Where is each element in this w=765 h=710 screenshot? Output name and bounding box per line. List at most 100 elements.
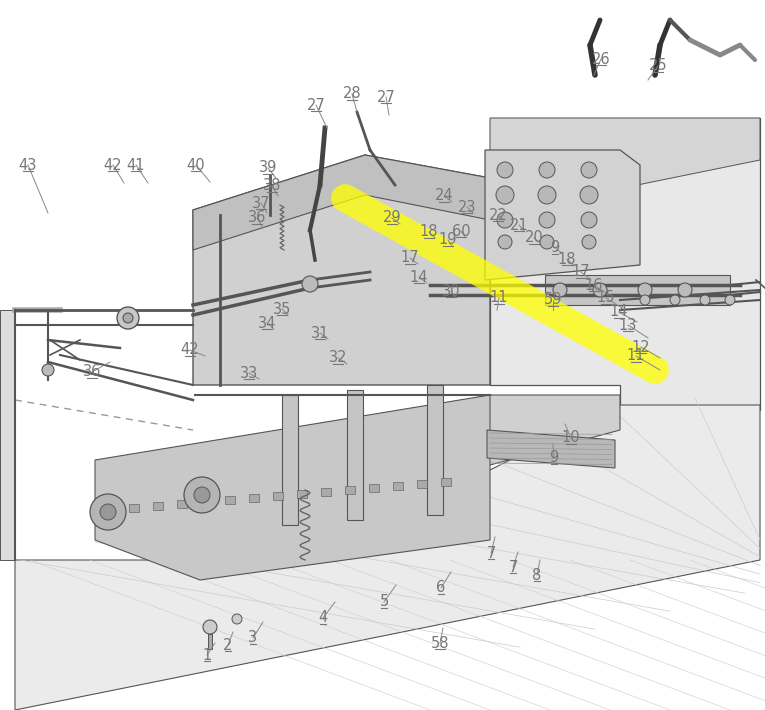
Text: 59: 59 — [544, 293, 562, 307]
Text: 19: 19 — [439, 232, 457, 248]
Bar — [273, 492, 283, 500]
Bar — [225, 496, 235, 504]
Text: 31: 31 — [311, 325, 329, 341]
Polygon shape — [485, 150, 640, 280]
Polygon shape — [427, 385, 443, 515]
Bar — [105, 506, 115, 514]
Text: 17: 17 — [571, 265, 591, 280]
Text: 33: 33 — [240, 366, 258, 381]
Text: 15: 15 — [597, 290, 615, 305]
Polygon shape — [487, 430, 615, 468]
Text: 26: 26 — [591, 52, 610, 67]
Text: 8: 8 — [532, 567, 542, 582]
Bar — [297, 490, 307, 498]
Text: 5: 5 — [379, 594, 389, 609]
Text: 27: 27 — [376, 89, 396, 104]
Circle shape — [90, 494, 126, 530]
Circle shape — [725, 295, 735, 305]
Bar — [249, 494, 259, 502]
Circle shape — [678, 283, 692, 297]
Text: 7: 7 — [508, 559, 518, 574]
Text: 11: 11 — [490, 290, 508, 305]
Text: 18: 18 — [420, 224, 438, 239]
Text: 41: 41 — [127, 158, 145, 173]
Text: 43: 43 — [19, 158, 37, 173]
Text: 4: 4 — [318, 611, 327, 626]
Circle shape — [700, 295, 710, 305]
Circle shape — [539, 212, 555, 228]
Polygon shape — [195, 395, 620, 530]
Bar — [441, 478, 451, 486]
Text: 42: 42 — [104, 158, 122, 173]
Polygon shape — [0, 310, 15, 560]
Circle shape — [539, 162, 555, 178]
Circle shape — [184, 477, 220, 513]
Text: 32: 32 — [329, 351, 347, 366]
Circle shape — [496, 186, 514, 204]
Polygon shape — [490, 118, 760, 215]
Circle shape — [580, 186, 598, 204]
Polygon shape — [193, 155, 490, 250]
Text: 22: 22 — [489, 207, 507, 222]
Text: 27: 27 — [307, 97, 325, 112]
Circle shape — [497, 162, 513, 178]
Text: 34: 34 — [258, 315, 276, 330]
Circle shape — [42, 364, 54, 376]
Text: 13: 13 — [619, 317, 637, 332]
Circle shape — [638, 283, 652, 297]
Circle shape — [123, 313, 133, 323]
Circle shape — [581, 212, 597, 228]
Text: 6: 6 — [436, 581, 446, 596]
Text: 25: 25 — [649, 58, 667, 74]
Text: 35: 35 — [273, 302, 291, 317]
Text: 42: 42 — [181, 342, 200, 358]
Text: 7: 7 — [487, 545, 496, 560]
Text: 58: 58 — [431, 635, 449, 650]
Circle shape — [100, 504, 116, 520]
Text: 16: 16 — [584, 278, 604, 293]
Text: 28: 28 — [343, 87, 361, 102]
Text: 1: 1 — [203, 648, 212, 662]
Circle shape — [553, 283, 567, 297]
Text: 36: 36 — [248, 210, 266, 226]
Circle shape — [498, 235, 512, 249]
Circle shape — [194, 487, 210, 503]
Text: 9: 9 — [549, 451, 558, 466]
Text: 23: 23 — [457, 200, 477, 214]
Circle shape — [497, 212, 513, 228]
Text: 60: 60 — [451, 224, 470, 239]
Text: 3: 3 — [249, 630, 258, 645]
Text: 9: 9 — [550, 241, 560, 256]
Bar — [153, 502, 163, 510]
Polygon shape — [545, 275, 730, 305]
Circle shape — [538, 186, 556, 204]
Circle shape — [640, 295, 650, 305]
Bar — [129, 504, 139, 512]
Polygon shape — [193, 155, 490, 385]
Polygon shape — [282, 395, 298, 525]
Text: 29: 29 — [382, 210, 402, 226]
Text: 14: 14 — [410, 270, 428, 285]
Circle shape — [670, 295, 680, 305]
Circle shape — [302, 276, 318, 292]
Bar — [208, 634, 212, 649]
Bar — [393, 482, 403, 490]
Circle shape — [581, 162, 597, 178]
Text: 10: 10 — [562, 430, 581, 445]
Text: 17: 17 — [401, 251, 419, 266]
Bar — [369, 484, 379, 492]
Circle shape — [203, 620, 217, 634]
Circle shape — [232, 614, 242, 624]
Bar — [321, 488, 331, 496]
Text: 11: 11 — [627, 349, 645, 364]
Polygon shape — [490, 118, 760, 410]
Text: 38: 38 — [263, 178, 282, 194]
Text: 39: 39 — [259, 160, 277, 175]
Bar — [345, 486, 355, 494]
Text: 30: 30 — [441, 283, 461, 298]
Text: 20: 20 — [525, 231, 543, 246]
Text: 36: 36 — [83, 364, 101, 380]
Polygon shape — [15, 405, 760, 710]
Circle shape — [582, 235, 596, 249]
Text: 2: 2 — [223, 638, 233, 652]
